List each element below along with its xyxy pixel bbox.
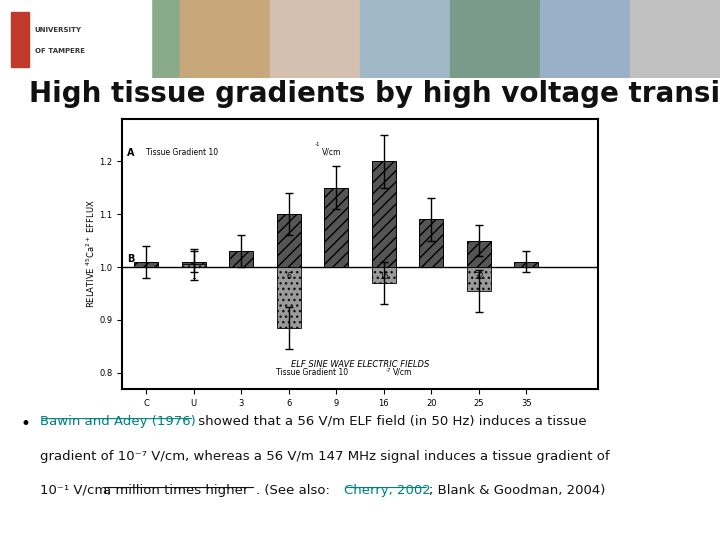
Text: V/cm: V/cm xyxy=(322,148,341,157)
Text: a million times higher: a million times higher xyxy=(103,484,248,497)
Text: 10⁻¹ V/cm,: 10⁻¹ V/cm, xyxy=(40,484,115,497)
Bar xyxy=(372,161,396,267)
Bar xyxy=(515,262,539,267)
Text: ; Blank & Goodman, 2004): ; Blank & Goodman, 2004) xyxy=(429,484,606,497)
Bar xyxy=(180,0,270,78)
Text: 32: 32 xyxy=(474,272,484,281)
Text: Tissue Gradient 10: Tissue Gradient 10 xyxy=(276,368,348,376)
Text: gradient of 10⁻⁷ V/cm, whereas a 56 V/m 147 MHz signal induces a tissue gradient: gradient of 10⁻⁷ V/cm, whereas a 56 V/m … xyxy=(40,450,609,463)
Text: Tissue Gradient 10: Tissue Gradient 10 xyxy=(146,148,218,157)
Bar xyxy=(182,265,206,267)
Bar xyxy=(630,0,720,78)
Y-axis label: RELATIVE $^{45}$Ca$^{2+}$ EFFLUX: RELATIVE $^{45}$Ca$^{2+}$ EFFLUX xyxy=(84,199,96,308)
Text: V/cm: V/cm xyxy=(393,368,413,376)
Text: 1: 1 xyxy=(192,272,196,281)
Bar xyxy=(182,262,206,267)
Bar xyxy=(450,0,540,78)
Text: -7: -7 xyxy=(386,368,392,373)
Bar xyxy=(135,262,158,267)
Bar xyxy=(230,251,253,267)
Bar xyxy=(90,0,180,78)
Text: OF TAMPERE: OF TAMPERE xyxy=(35,48,84,54)
Bar xyxy=(0,0,151,78)
Text: High tissue gradients by high voltage transients: High tissue gradients by high voltage tr… xyxy=(29,80,720,109)
Bar xyxy=(11,12,29,66)
Text: B: B xyxy=(127,254,135,264)
Bar xyxy=(360,0,450,78)
Bar xyxy=(270,0,360,78)
Text: Bawin and Adey (1976): Bawin and Adey (1976) xyxy=(40,415,195,428)
Bar xyxy=(540,0,630,78)
Text: . (See also:: . (See also: xyxy=(256,484,335,497)
Bar xyxy=(420,219,444,267)
Bar xyxy=(467,267,491,291)
Bar xyxy=(325,187,348,267)
Text: 16: 16 xyxy=(379,272,389,281)
Text: A: A xyxy=(127,148,135,158)
Text: Cherry, 2002: Cherry, 2002 xyxy=(344,484,431,497)
Text: -1: -1 xyxy=(315,141,320,146)
Bar xyxy=(467,240,491,267)
Bar xyxy=(277,214,301,267)
Bar xyxy=(0,0,90,78)
Bar xyxy=(277,267,301,328)
Text: ELF SINE WAVE ELECTRIC FIELDS: ELF SINE WAVE ELECTRIC FIELDS xyxy=(291,360,429,369)
Text: 6: 6 xyxy=(287,272,291,281)
Text: •: • xyxy=(20,415,30,433)
Text: showed that a 56 V/m ELF field (in 50 Hz) induces a tissue: showed that a 56 V/m ELF field (in 50 Hz… xyxy=(194,415,587,428)
Bar xyxy=(372,267,396,283)
Text: UNIVERSITY: UNIVERSITY xyxy=(35,27,81,33)
